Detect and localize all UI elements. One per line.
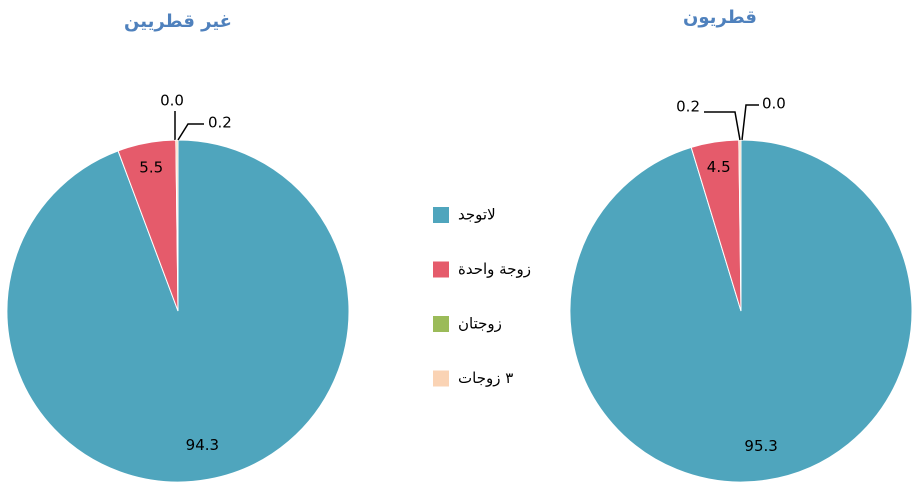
leader-line [741, 104, 759, 141]
legend-swatch [433, 370, 449, 387]
pie-slice [175, 139, 179, 312]
leader-line [177, 123, 204, 141]
legend-label: زوجة واحدة [458, 260, 531, 278]
data-label: 0.2 [208, 114, 232, 132]
chart-title: قطريون [683, 7, 757, 28]
legend-label: ٣ زوجات [458, 369, 513, 387]
leader-line [704, 111, 741, 141]
data-label: 0.0 [160, 92, 184, 110]
legend-label: زوجتان [458, 315, 502, 333]
legend-label: لاتوجد [458, 206, 496, 224]
legend-swatch [433, 261, 449, 278]
data-label: 94.3 [186, 436, 219, 454]
data-label: 5.5 [139, 159, 163, 177]
legend-swatch [433, 316, 449, 332]
legend-swatch [433, 207, 449, 223]
data-label: 0.0 [762, 95, 786, 113]
data-label: 4.5 [707, 158, 731, 176]
data-label: 95.3 [744, 437, 777, 455]
data-label: 0.2 [676, 98, 700, 116]
chart-title: غير قطريين [124, 11, 232, 32]
